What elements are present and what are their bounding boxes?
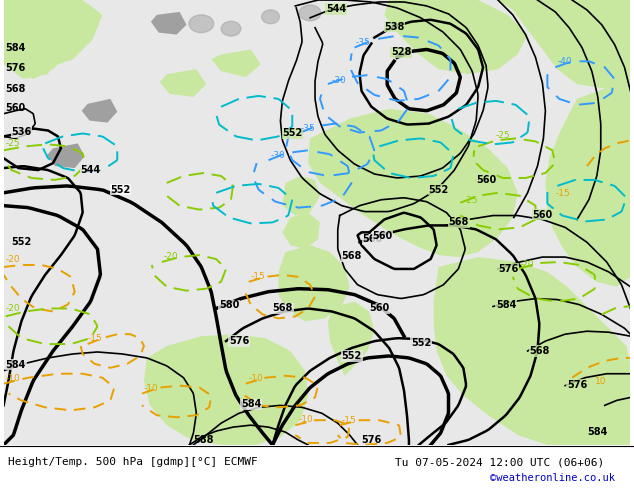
Text: 584: 584 (587, 427, 607, 437)
Text: 10: 10 (595, 377, 606, 386)
Polygon shape (47, 144, 85, 168)
Text: 584: 584 (6, 360, 26, 370)
Text: -35: -35 (300, 124, 315, 133)
Text: -10: -10 (144, 384, 158, 392)
Polygon shape (545, 79, 630, 287)
Polygon shape (498, 0, 630, 89)
Text: -20: -20 (6, 255, 20, 264)
Polygon shape (278, 245, 349, 321)
Polygon shape (4, 0, 82, 79)
Text: 576: 576 (498, 264, 518, 274)
Text: 536: 536 (11, 127, 32, 138)
Polygon shape (308, 109, 518, 257)
Text: 580: 580 (219, 300, 240, 311)
Text: -10: -10 (6, 374, 20, 383)
Text: 552: 552 (11, 237, 32, 247)
Text: 552: 552 (411, 338, 431, 348)
Text: 584: 584 (496, 300, 516, 311)
Text: -30: -30 (332, 76, 347, 85)
Text: -35: -35 (356, 39, 370, 48)
Text: 568: 568 (273, 303, 293, 314)
Ellipse shape (299, 5, 321, 21)
Text: 552: 552 (429, 185, 449, 195)
Polygon shape (4, 30, 58, 79)
Polygon shape (151, 12, 186, 35)
Text: 576: 576 (361, 435, 382, 445)
Polygon shape (160, 69, 206, 97)
Text: 560: 560 (372, 231, 392, 241)
Text: -15: -15 (87, 334, 102, 343)
Text: -40: -40 (557, 57, 572, 66)
Ellipse shape (189, 15, 214, 33)
Text: -25: -25 (6, 139, 20, 148)
Text: Tu 07-05-2024 12:00 UTC (06+06): Tu 07-05-2024 12:00 UTC (06+06) (395, 457, 604, 467)
Text: ©weatheronline.co.uk: ©weatheronline.co.uk (490, 473, 615, 483)
Polygon shape (4, 0, 103, 69)
Text: 552: 552 (342, 351, 362, 361)
Text: -25: -25 (496, 131, 510, 141)
Polygon shape (328, 301, 374, 376)
Text: 568: 568 (6, 84, 26, 94)
Text: -30: -30 (271, 151, 285, 160)
Text: -10: -10 (298, 415, 313, 424)
Text: 568: 568 (448, 218, 469, 227)
Text: 552: 552 (110, 185, 131, 195)
Text: -15: -15 (555, 189, 570, 198)
Text: 560: 560 (370, 303, 390, 314)
Ellipse shape (262, 10, 280, 24)
Text: 560: 560 (363, 234, 383, 244)
Text: 584: 584 (241, 399, 261, 409)
Text: 568: 568 (342, 251, 362, 261)
Text: -20: -20 (520, 260, 534, 269)
Polygon shape (82, 99, 117, 122)
Text: 568: 568 (529, 346, 550, 356)
Ellipse shape (221, 21, 241, 36)
Text: -10: -10 (249, 374, 264, 383)
Text: 576: 576 (6, 63, 26, 73)
Text: 538: 538 (384, 22, 404, 32)
Polygon shape (282, 176, 320, 216)
Text: 584: 584 (6, 44, 26, 53)
Text: 560: 560 (6, 103, 26, 113)
Text: 528: 528 (439, 0, 459, 2)
Text: -15: -15 (342, 416, 356, 425)
Text: 576: 576 (567, 380, 587, 390)
Text: 560: 560 (533, 210, 553, 220)
Text: -15: -15 (251, 272, 266, 281)
Text: 544: 544 (326, 4, 346, 14)
Text: 552: 552 (282, 128, 302, 139)
Text: -20: -20 (6, 304, 20, 314)
Polygon shape (282, 213, 320, 249)
Polygon shape (384, 0, 527, 74)
Text: 528: 528 (391, 48, 411, 57)
Text: 576: 576 (229, 336, 249, 346)
Text: -25: -25 (463, 196, 478, 205)
Polygon shape (434, 257, 630, 445)
Text: 544: 544 (81, 165, 101, 175)
Text: 560: 560 (476, 175, 496, 185)
Text: 588: 588 (193, 435, 214, 445)
Polygon shape (144, 334, 308, 445)
Text: Height/Temp. 500 hPa [gdmp][°C] ECMWF: Height/Temp. 500 hPa [gdmp][°C] ECMWF (8, 457, 258, 467)
Text: -20: -20 (164, 252, 178, 261)
Polygon shape (211, 49, 261, 77)
